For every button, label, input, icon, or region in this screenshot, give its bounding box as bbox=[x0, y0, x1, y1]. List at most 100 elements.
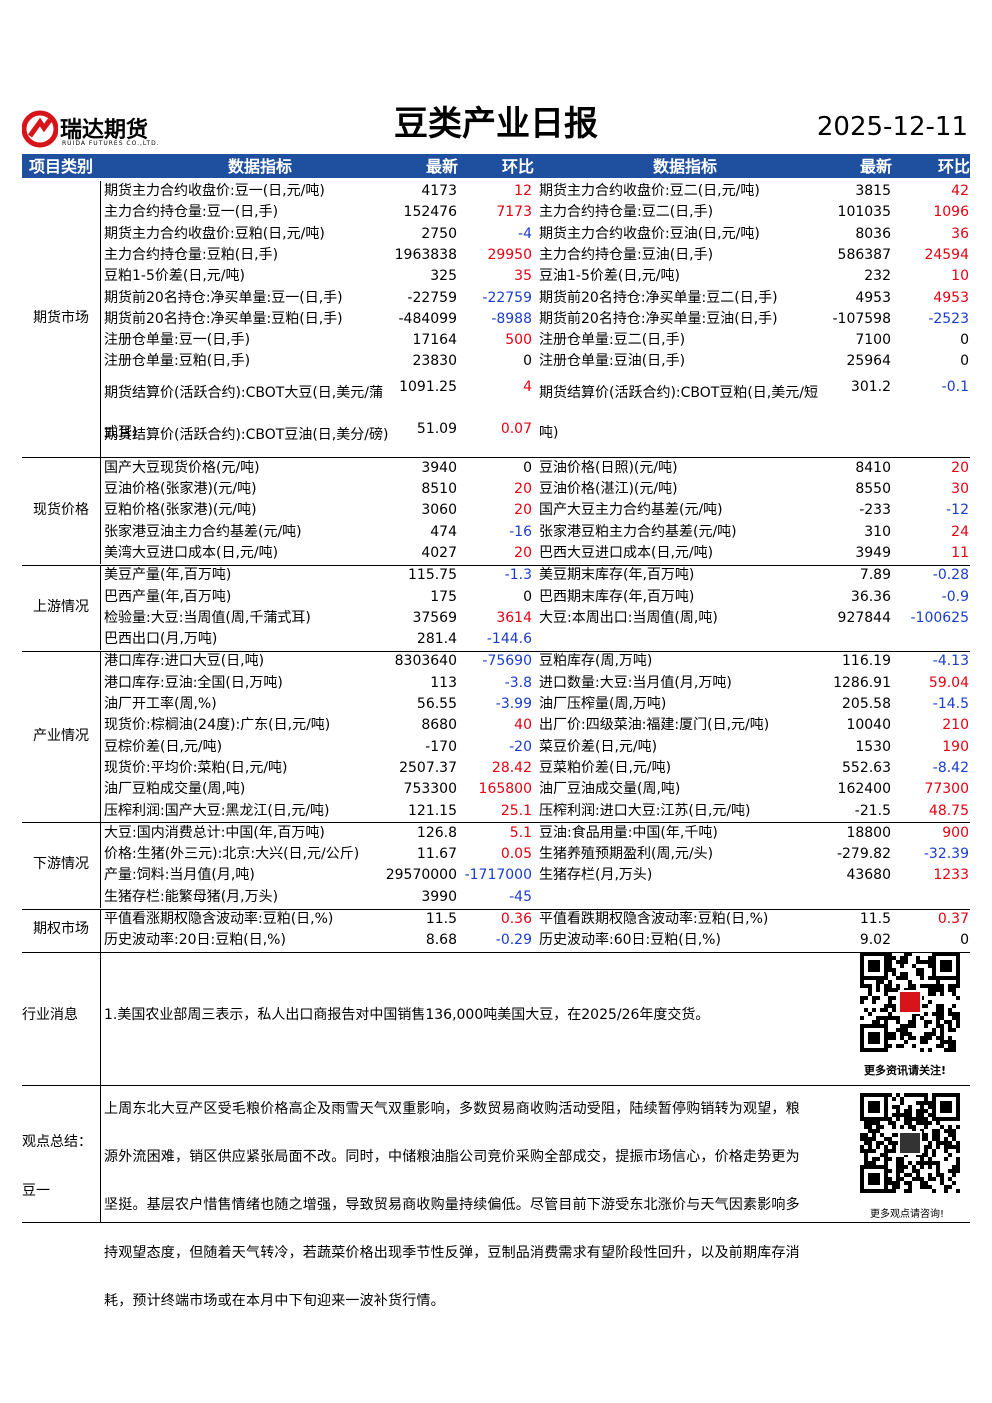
divider bbox=[22, 1085, 970, 1086]
latest-value: 3990 bbox=[421, 888, 457, 905]
change-value: 20 bbox=[514, 544, 532, 561]
indicator: 期货前20名持仓:净买单量:豆二(日,手) bbox=[539, 289, 778, 306]
change-value: 1096 bbox=[933, 204, 969, 221]
change-value: -1.3 bbox=[504, 567, 532, 584]
change-value: 0.07 bbox=[500, 420, 532, 437]
category: 下游情况 bbox=[33, 856, 89, 873]
change-value: 30 bbox=[951, 481, 969, 497]
change-value: -22759 bbox=[482, 289, 532, 306]
change-value: 0 bbox=[960, 353, 969, 370]
title: 豆类产业日报 bbox=[394, 104, 598, 144]
latest-value: 11.5 bbox=[859, 911, 891, 927]
indicator: 张家港豆粕主力合约基差(元/吨) bbox=[539, 523, 737, 540]
latest-value: 11.67 bbox=[416, 846, 457, 863]
indicator: 注册仓单量:豆二(日,手) bbox=[539, 332, 686, 349]
divider bbox=[22, 952, 970, 954]
indicator: 注册仓单量:豆粕(日,手) bbox=[104, 353, 251, 370]
divider bbox=[22, 650, 970, 652]
latest-value: 3949 bbox=[855, 544, 891, 561]
latest-value: 552.63 bbox=[842, 759, 891, 776]
qr-code bbox=[860, 952, 960, 1052]
indicator: 期货结算价(活跃合约):CBOT大豆(日,美元/蒲式耳) bbox=[104, 384, 383, 441]
latest-value: 586387 bbox=[837, 246, 891, 263]
latest-value: -233 bbox=[859, 502, 891, 519]
change-value: 165800 bbox=[478, 781, 532, 798]
indicator: 豆油1-5价差(日,元/吨) bbox=[539, 268, 680, 285]
indicator: 出厂价:四级菜油:福建:厦门(日,元/吨) bbox=[539, 717, 770, 734]
indicator: 巴西产量(年,百万吨) bbox=[104, 588, 232, 605]
change-value: 42 bbox=[951, 183, 969, 199]
change-value: 28.42 bbox=[491, 759, 532, 776]
latest-value: 1286.91 bbox=[833, 674, 891, 691]
latest-value: 3060 bbox=[421, 502, 457, 519]
column-header: 环比 bbox=[937, 157, 970, 176]
change-value: -45 bbox=[509, 888, 532, 905]
change-value: 40 bbox=[514, 717, 532, 734]
indicator: 巴西出口(月,万吨) bbox=[104, 631, 218, 648]
change-value: -0.9 bbox=[941, 588, 969, 605]
change-value: 20 bbox=[514, 481, 532, 497]
latest-value: 36.36 bbox=[850, 588, 891, 605]
latest-value: -22759 bbox=[407, 289, 457, 306]
latest-value: 2507.37 bbox=[399, 759, 457, 776]
indicator: 豆棕价差(日,元/吨) bbox=[104, 738, 223, 755]
indicator: 期货主力合约收盘价:豆油(日,元/吨) bbox=[539, 225, 760, 242]
change-value: -4.13 bbox=[932, 653, 969, 670]
indicator: 油厂豆油成交量(周,吨) bbox=[539, 781, 681, 798]
latest-value: 115.75 bbox=[408, 567, 457, 584]
change-value: 12 bbox=[514, 183, 532, 199]
change-value: -32.39 bbox=[923, 846, 969, 863]
latest-value: 325 bbox=[430, 268, 457, 285]
indicator: 历史波动率:20日:豆粕(日,%) bbox=[104, 932, 286, 949]
latest-value: 51.09 bbox=[416, 420, 457, 437]
change-value: 29950 bbox=[487, 246, 532, 263]
divider bbox=[22, 564, 970, 566]
category: 期货市场 bbox=[33, 309, 89, 326]
latest-value: 474 bbox=[430, 523, 457, 540]
latest-value: 7100 bbox=[855, 332, 891, 349]
summary-sublabel: 豆一 bbox=[22, 1183, 50, 1199]
change-value: 1233 bbox=[933, 867, 969, 884]
category: 上游情况 bbox=[33, 598, 89, 615]
change-value: 0.37 bbox=[937, 911, 969, 927]
change-value: 77300 bbox=[924, 781, 969, 798]
latest-value: 25964 bbox=[846, 353, 891, 370]
indicator: 期货前20名持仓:净买单量:豆一(日,手) bbox=[104, 289, 343, 306]
divider bbox=[100, 946, 101, 1222]
change-value: 0 bbox=[523, 459, 532, 476]
indicator: 美豆产量(年,百万吨) bbox=[104, 567, 232, 584]
indicator: 生猪养殖预期盈利(周,元/头) bbox=[539, 846, 714, 863]
change-value: 4 bbox=[523, 378, 532, 395]
divider bbox=[22, 908, 970, 910]
change-value: 20 bbox=[951, 459, 969, 476]
indicator: 进口数量:大豆:当月值(月,万吨) bbox=[539, 674, 732, 691]
change-value: -144.6 bbox=[486, 631, 532, 648]
qr-caption: 更多观点请咨询! bbox=[870, 1209, 945, 1220]
indicator: 历史波动率:60日:豆粕(日,%) bbox=[539, 932, 721, 949]
indicator: 期货结算价(活跃合约):CBOT豆粕(日,美元/短吨) bbox=[539, 384, 818, 441]
qr-caption: 更多资讯请关注! bbox=[864, 1064, 947, 1077]
indicator: 期货结算价(活跃合约):CBOT豆油(日,美分/磅) bbox=[104, 426, 389, 443]
divider bbox=[100, 457, 101, 565]
indicator: 期货前20名持仓:净买单量:豆油(日,手) bbox=[539, 310, 778, 327]
latest-value: -107598 bbox=[832, 310, 892, 327]
divider bbox=[22, 1222, 970, 1223]
latest-value: 113 bbox=[430, 674, 457, 691]
column-header: 项目类别 bbox=[28, 157, 93, 176]
divider bbox=[100, 822, 101, 908]
indicator: 豆粕价格(张家港)(元/吨) bbox=[104, 502, 257, 519]
indicator: 现货价:平均价:菜粕(日,元/吨) bbox=[104, 759, 288, 776]
divider bbox=[22, 457, 970, 459]
latest-value: 4027 bbox=[421, 544, 457, 561]
divider bbox=[22, 822, 970, 824]
latest-value: 301.2 bbox=[850, 378, 891, 395]
latest-value: 232 bbox=[864, 268, 891, 285]
change-value: 210 bbox=[942, 717, 969, 734]
latest-value: 3815 bbox=[855, 183, 891, 199]
latest-value: -21.5 bbox=[854, 802, 891, 819]
change-value: 24 bbox=[951, 523, 969, 540]
indicator: 期货主力合约收盘价:豆一(日,元/吨) bbox=[104, 183, 325, 199]
latest-value: 121.15 bbox=[408, 802, 457, 819]
latest-value: 29570000 bbox=[385, 867, 457, 884]
